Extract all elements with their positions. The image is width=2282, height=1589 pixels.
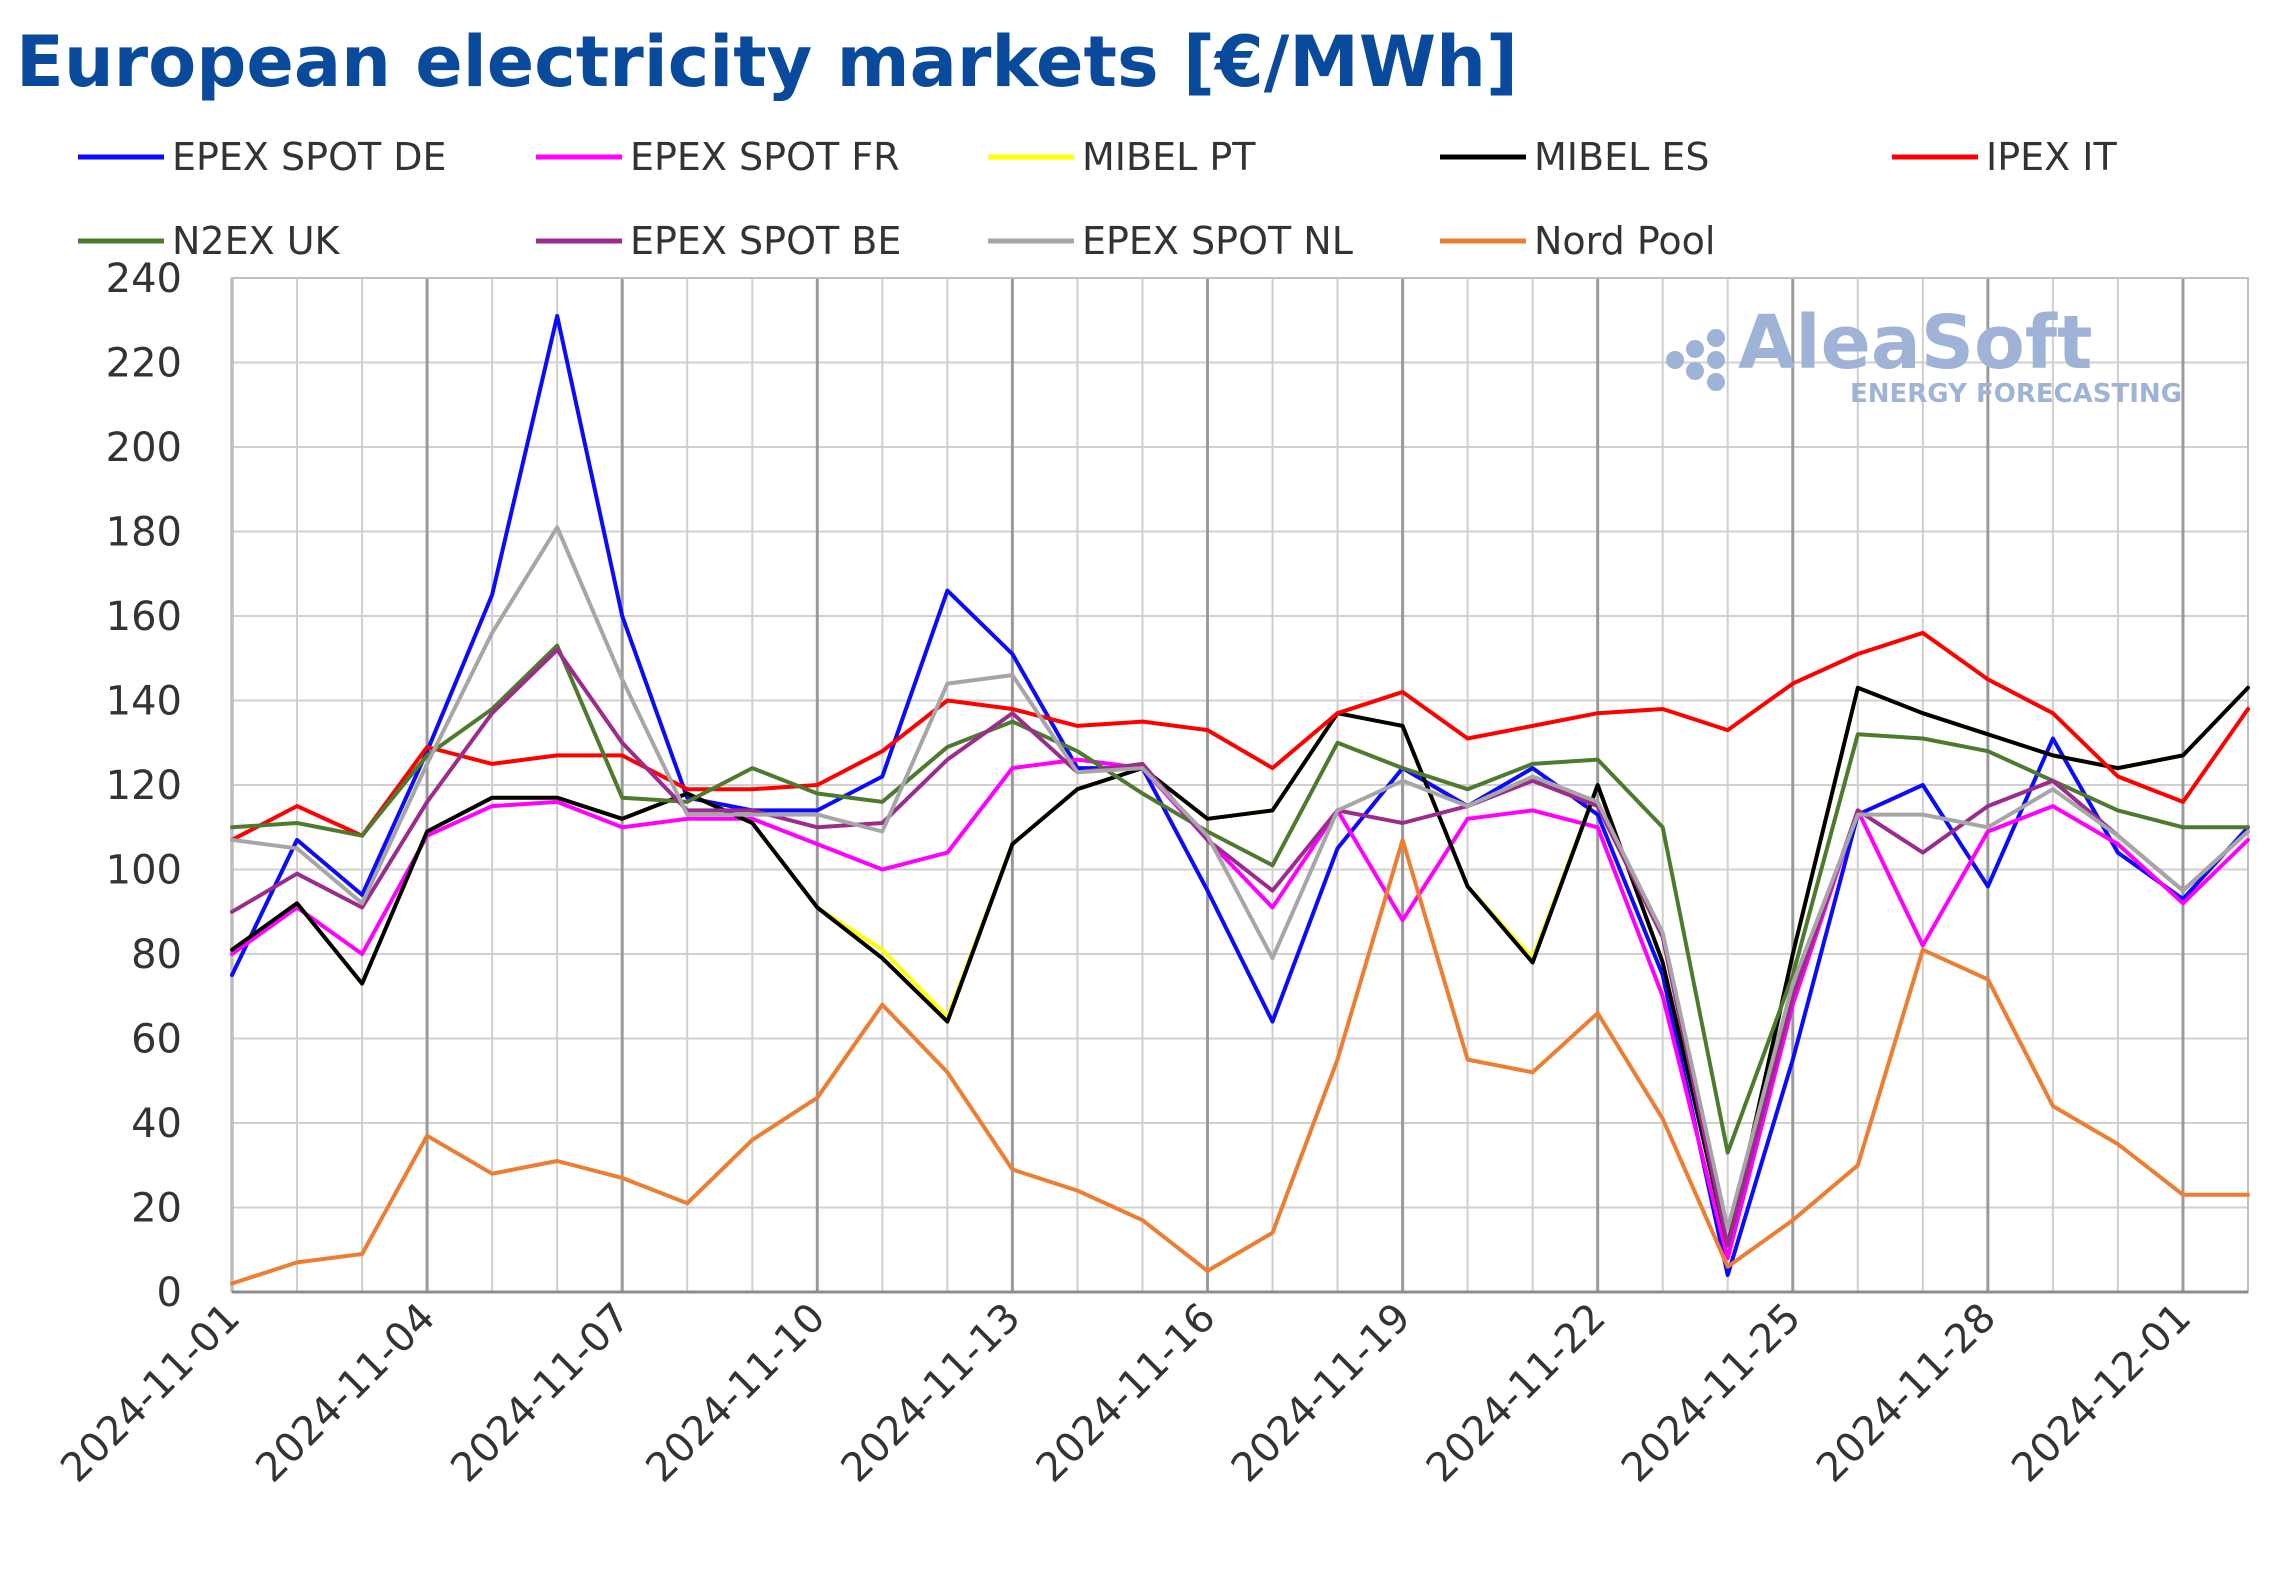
legend-label: N2EX UK — [172, 219, 341, 263]
x-tick-label: 2024-11-07 — [442, 1295, 639, 1492]
y-tick-label: 40 — [131, 1101, 182, 1147]
series-line-epex-spot-de — [230, 314, 2250, 1278]
legend-label: EPEX SPOT DE — [172, 135, 447, 179]
y-tick-label: 100 — [106, 848, 182, 894]
series-line-mibel-pt — [230, 685, 2250, 1248]
series-line-mibel-es — [230, 685, 2250, 1248]
legend-item-ipex-it: IPEX IT — [1892, 135, 2117, 179]
plot-frame — [231, 277, 2249, 1294]
legend-item-mibel-pt: MIBEL PT — [988, 135, 1256, 179]
y-tick-label: 200 — [106, 425, 182, 471]
legend-item-n2ex-uk: N2EX UK — [78, 219, 341, 263]
y-tick-label: 60 — [131, 1017, 182, 1063]
legend-item-epex-spot-be: EPEX SPOT BE — [536, 219, 901, 263]
legend-item-mibel-es: MIBEL ES — [1440, 135, 1709, 179]
aleasoft-logo-dots — [1666, 329, 1725, 391]
x-axis-ticks: 2024-11-012024-11-042024-11-072024-11-10… — [52, 1295, 2200, 1492]
x-tick-label: 2024-11-13 — [833, 1295, 1030, 1492]
chart-title: European electricity markets [€/MWh] — [16, 21, 1518, 103]
x-tick-label: 2024-11-04 — [247, 1295, 444, 1492]
watermark-tagline: ENERGY FORECASTING — [1850, 379, 2182, 409]
y-tick-label: 140 — [106, 679, 182, 725]
legend-item-epex-spot-fr: EPEX SPOT FR — [536, 135, 900, 179]
watermark-brand: AleaSoft — [1738, 300, 2092, 386]
y-tick-label: 0 — [157, 1270, 182, 1316]
x-tick-label: 2024-11-10 — [637, 1295, 834, 1492]
legend-label: Nord Pool — [1534, 219, 1715, 263]
x-tick-label: 2024-11-16 — [1028, 1295, 1225, 1492]
series-line-n2ex-uk — [230, 643, 2250, 1155]
legend-item-epex-spot-de: EPEX SPOT DE — [78, 135, 447, 179]
gridlines — [230, 277, 2249, 1293]
legend-label: EPEX SPOT BE — [630, 219, 901, 263]
x-tick-label: 2024-11-01 — [52, 1295, 249, 1492]
legend-label: EPEX SPOT NL — [1082, 219, 1353, 263]
legend-item-nord-pool: Nord Pool — [1440, 219, 1715, 263]
aleasoft-watermark: AleaSoft ENERGY FORECASTING — [1666, 300, 2182, 409]
legend-label: MIBEL PT — [1082, 135, 1256, 179]
series-line-epex-spot-be — [230, 647, 2250, 1248]
y-axis-ticks: 0 20 40 60 80 100 120 140 160 180 200 220 240 — [106, 256, 182, 1316]
y-tick-label: 240 — [106, 256, 182, 302]
y-tick-label: 80 — [131, 932, 182, 978]
x-tick-label: 2024-11-25 — [1613, 1295, 1810, 1492]
x-tick-label: 2024-11-22 — [1418, 1295, 1615, 1492]
series-lines — [230, 314, 2250, 1286]
legend-label: MIBEL ES — [1534, 135, 1709, 179]
legend: EPEX SPOT DE EPEX SPOT FR MIBEL PT MIBEL ES… — [78, 135, 2117, 263]
x-tick-label: 2024-11-19 — [1223, 1295, 1420, 1492]
series-line-epex-spot-nl — [230, 525, 2250, 1231]
legend-item-epex-spot-nl: EPEX SPOT NL — [988, 219, 1353, 263]
legend-label: EPEX SPOT FR — [630, 135, 900, 179]
y-tick-label: 120 — [106, 763, 182, 809]
x-tick-label: 2024-11-28 — [1808, 1295, 2005, 1492]
y-tick-label: 20 — [131, 1186, 182, 1232]
legend-label: IPEX IT — [1986, 135, 2117, 179]
y-tick-label: 220 — [106, 341, 182, 387]
y-tick-label: 180 — [106, 510, 182, 556]
series-line-ipex-it — [230, 630, 2250, 842]
series-line-epex-spot-fr — [230, 757, 2250, 1261]
x-tick-label: 2024-12-01 — [2003, 1295, 2200, 1492]
y-tick-label: 160 — [106, 594, 182, 640]
series-line-nord-pool — [230, 837, 2250, 1286]
